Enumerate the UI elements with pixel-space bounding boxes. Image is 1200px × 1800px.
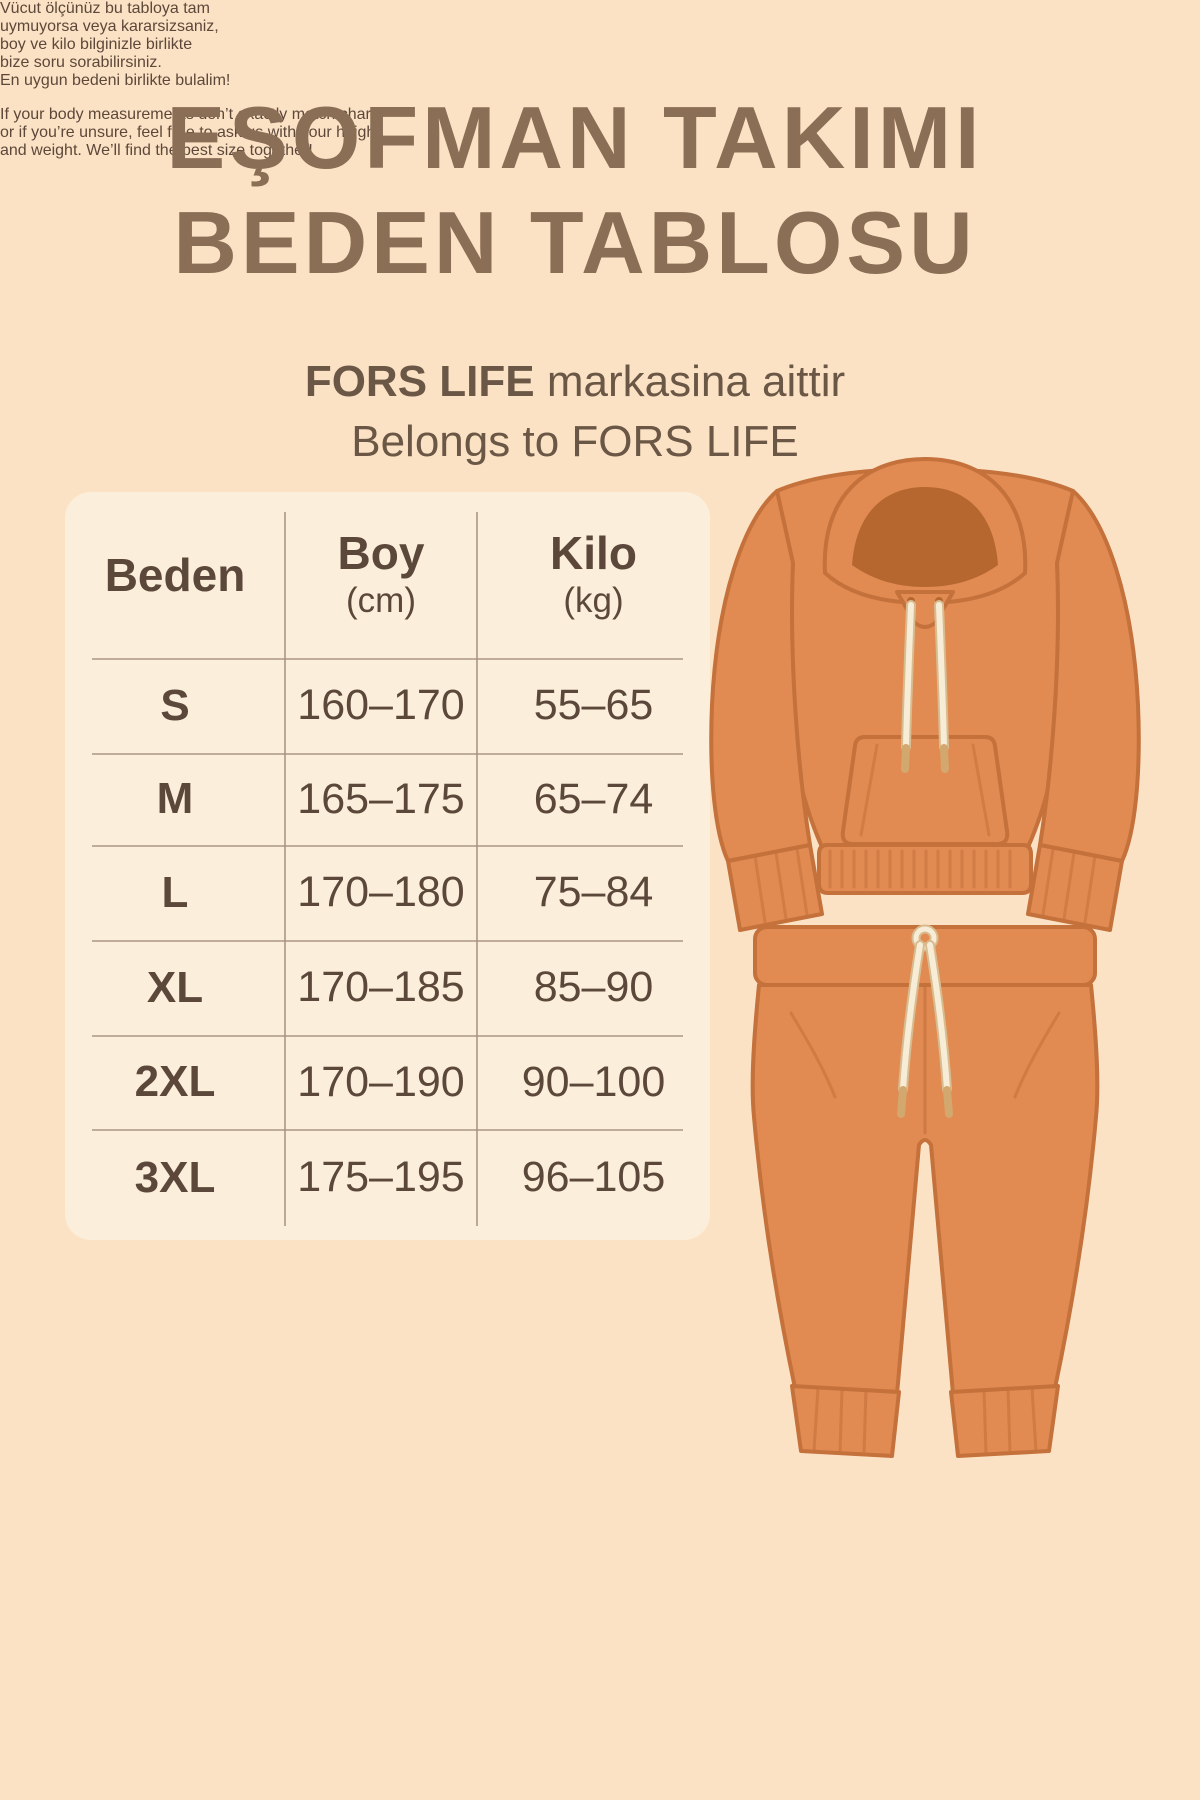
hoodie-left-cuff [726, 843, 824, 932]
table-column-divider [476, 512, 478, 1226]
note-turkish-line: boy ve kilo bilginizle birlikte [0, 36, 193, 53]
cell-size: S [160, 680, 190, 730]
table-row-divider [92, 1129, 683, 1131]
size-table: Beden Boy (cm) Kilo (kg) S 160–170 55–65 M… [65, 492, 710, 1240]
left-cuff-rib-lines [753, 847, 809, 924]
cell-weight: 55–65 [533, 681, 654, 729]
pocket-opening-lines [859, 743, 991, 837]
pants-drawstring-knot [913, 926, 937, 950]
cell-height: 165–175 [297, 774, 465, 823]
note-english-line: and weight. We’ll find the best size tog… [0, 142, 313, 159]
cell-size: 2XL [134, 1057, 216, 1106]
right-cuff-rib-lines [1041, 847, 1097, 924]
cell-size: M [156, 774, 194, 823]
table-column-divider [284, 512, 286, 1226]
pants-drawstring-aglets [897, 1086, 953, 1118]
cell-weight: 90–100 [521, 1057, 666, 1106]
size-table-card: Beden Boy (cm) Kilo (kg) S 160–170 55–65 M… [65, 492, 710, 1240]
cell-weight: 85–90 [533, 963, 654, 1011]
hoodie-kangaroo-pocket [840, 735, 1010, 847]
cell-weight: 75–84 [533, 868, 654, 916]
col-header-size: Beden [104, 549, 246, 601]
brand-attribution: FORS LIFE markasina aittir Belongs to FO… [0, 352, 1150, 472]
col-header-weight: Kilo (kg) [550, 527, 637, 620]
table-row-divider [92, 753, 683, 755]
pants-left-ankle-cuff [790, 1384, 901, 1458]
right-ankle-rib-lines [982, 1386, 1038, 1456]
table-row-divider [92, 658, 683, 660]
hem-rib-lines [828, 849, 1012, 889]
tracksuit-illustration [709, 457, 1141, 1458]
hoodie-right-cuff [1026, 843, 1124, 932]
note-english-line: or if you’re unsure, feel free to ask us… [0, 124, 380, 141]
pants-body [750, 983, 1100, 1396]
pants-right-ankle-cuff [949, 1384, 1060, 1458]
cell-size: L [161, 867, 189, 917]
note-turkish-line: bize soru sorabilirsiniz. [0, 54, 162, 71]
page-title-line1: EŞOFMAN TAKIMI [166, 88, 984, 187]
page-title: EŞOFMAN TAKIMI BEDEN TABLOSU [0, 85, 1150, 295]
note-turkish-line: En uygun bedeni birlikte bulalim! [0, 72, 231, 89]
cell-weight: 96–105 [521, 1153, 666, 1201]
table-row-divider [92, 845, 683, 847]
note-english-line: If your body measurements don’t exactly … [0, 106, 376, 123]
hood-opening [852, 487, 998, 587]
pants-drawstrings [900, 942, 950, 1092]
page-title-line2: BEDEN TABLOSU [173, 193, 977, 292]
cell-height: 170–180 [297, 868, 465, 916]
table-row-divider [92, 1035, 683, 1037]
cell-weight: 65–74 [533, 774, 654, 823]
col-header-height: Boy (cm) [337, 527, 425, 620]
pants-pocket-lines [789, 1011, 1061, 1099]
cell-size: 3XL [134, 1152, 216, 1202]
cell-height: 170–185 [297, 963, 465, 1011]
cell-size: XL [146, 962, 204, 1012]
cell-height: 160–170 [297, 681, 465, 729]
brand-attribution-turkish: FORS LIFE markasina aittir [0, 352, 1150, 412]
brand-attribution-english: Belongs to FORS LIFE [351, 417, 799, 466]
note-turkish-line: Vücut ölçünüz bu tabloya tam [0, 0, 210, 17]
hoodie-drawstrings [903, 602, 947, 750]
brand-attribution-turkish-rest: markasina aittir [534, 357, 846, 406]
note-turkish-line: uymuyorsa veya kararsizsaniz, [0, 18, 219, 35]
pants-waistband [753, 925, 1097, 987]
hoodie-drawstring-aglets [901, 744, 949, 773]
left-ankle-rib-lines [812, 1386, 868, 1456]
table-row-divider [92, 940, 683, 942]
cell-height: 170–190 [297, 1057, 465, 1106]
cell-height: 175–195 [297, 1153, 465, 1201]
brand-name: FORS LIFE [304, 357, 535, 406]
